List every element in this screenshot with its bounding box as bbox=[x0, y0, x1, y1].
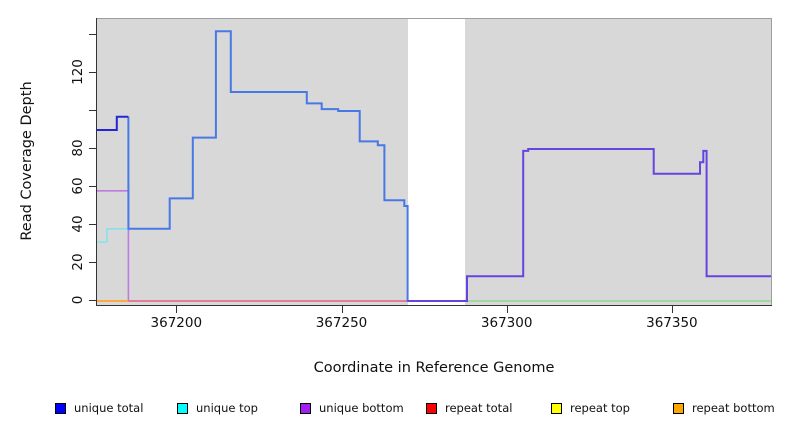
series-unique-bottom-right bbox=[407, 148, 771, 302]
y-tick bbox=[89, 148, 97, 149]
y-tick-label: 0 bbox=[70, 295, 86, 305]
y-tick-label: 40 bbox=[70, 215, 86, 233]
y-tick bbox=[89, 72, 97, 73]
legend-item-repeat-top: repeat top bbox=[551, 401, 630, 415]
y-tick-label: 60 bbox=[70, 177, 86, 195]
legend-swatch-icon bbox=[426, 402, 437, 414]
legend-swatch-icon bbox=[673, 402, 684, 414]
x-tick-label: 367350 bbox=[646, 315, 698, 331]
x-tick-label: 367200 bbox=[150, 315, 203, 331]
x-tick bbox=[671, 306, 673, 313]
legend-label: unique total bbox=[74, 401, 144, 415]
legend-swatch-icon bbox=[55, 402, 66, 414]
y-axis-title: Read Coverage Depth bbox=[19, 81, 35, 241]
x-tick bbox=[506, 306, 508, 313]
legend-label: repeat bottom bbox=[692, 401, 775, 415]
legend-label: repeat top bbox=[570, 401, 630, 415]
y-tick bbox=[89, 186, 97, 187]
x-tick bbox=[341, 306, 343, 313]
legend-item-repeat-bottom: repeat bottom bbox=[673, 401, 775, 415]
y-tick-label: 80 bbox=[70, 139, 86, 157]
x-axis-title: Coordinate in Reference Genome bbox=[313, 360, 555, 376]
legend-label: unique top bbox=[196, 401, 258, 415]
legend-item-unique-bottom: unique bottom bbox=[300, 401, 404, 415]
series-unique-top-left-start bbox=[97, 228, 130, 243]
x-axis-line bbox=[96, 305, 772, 306]
y-tick-label: 120 bbox=[70, 59, 86, 85]
y-tick bbox=[89, 262, 97, 263]
series-unique-bottom-left-start bbox=[97, 190, 130, 301]
series-unique-total-left-start bbox=[97, 115, 129, 131]
x-tick-label: 367300 bbox=[480, 315, 533, 331]
legend-label: unique bottom bbox=[319, 401, 404, 415]
legend-swatch-icon bbox=[300, 402, 311, 414]
legend-label: repeat total bbox=[445, 401, 513, 415]
legend-swatch-icon bbox=[177, 402, 188, 414]
legend-item-repeat-total: repeat total bbox=[426, 401, 512, 415]
legend-item-unique-total: unique total bbox=[55, 401, 143, 415]
x-tick-label: 367250 bbox=[315, 315, 368, 331]
y-tick bbox=[89, 224, 97, 225]
no-coverage-gap bbox=[408, 19, 466, 305]
y-tick bbox=[89, 300, 97, 301]
y-axis-line bbox=[96, 18, 97, 306]
y-tick bbox=[89, 110, 97, 111]
x-tick bbox=[176, 306, 178, 313]
coverage-series-svg bbox=[97, 30, 771, 302]
legend-swatch-icon bbox=[551, 402, 562, 414]
y-tick bbox=[89, 34, 97, 35]
series-unique-total-main bbox=[127, 30, 467, 302]
y-tick-label: 20 bbox=[70, 253, 86, 271]
legend-item-unique-top: unique top bbox=[177, 401, 258, 415]
plot-area bbox=[97, 18, 772, 305]
